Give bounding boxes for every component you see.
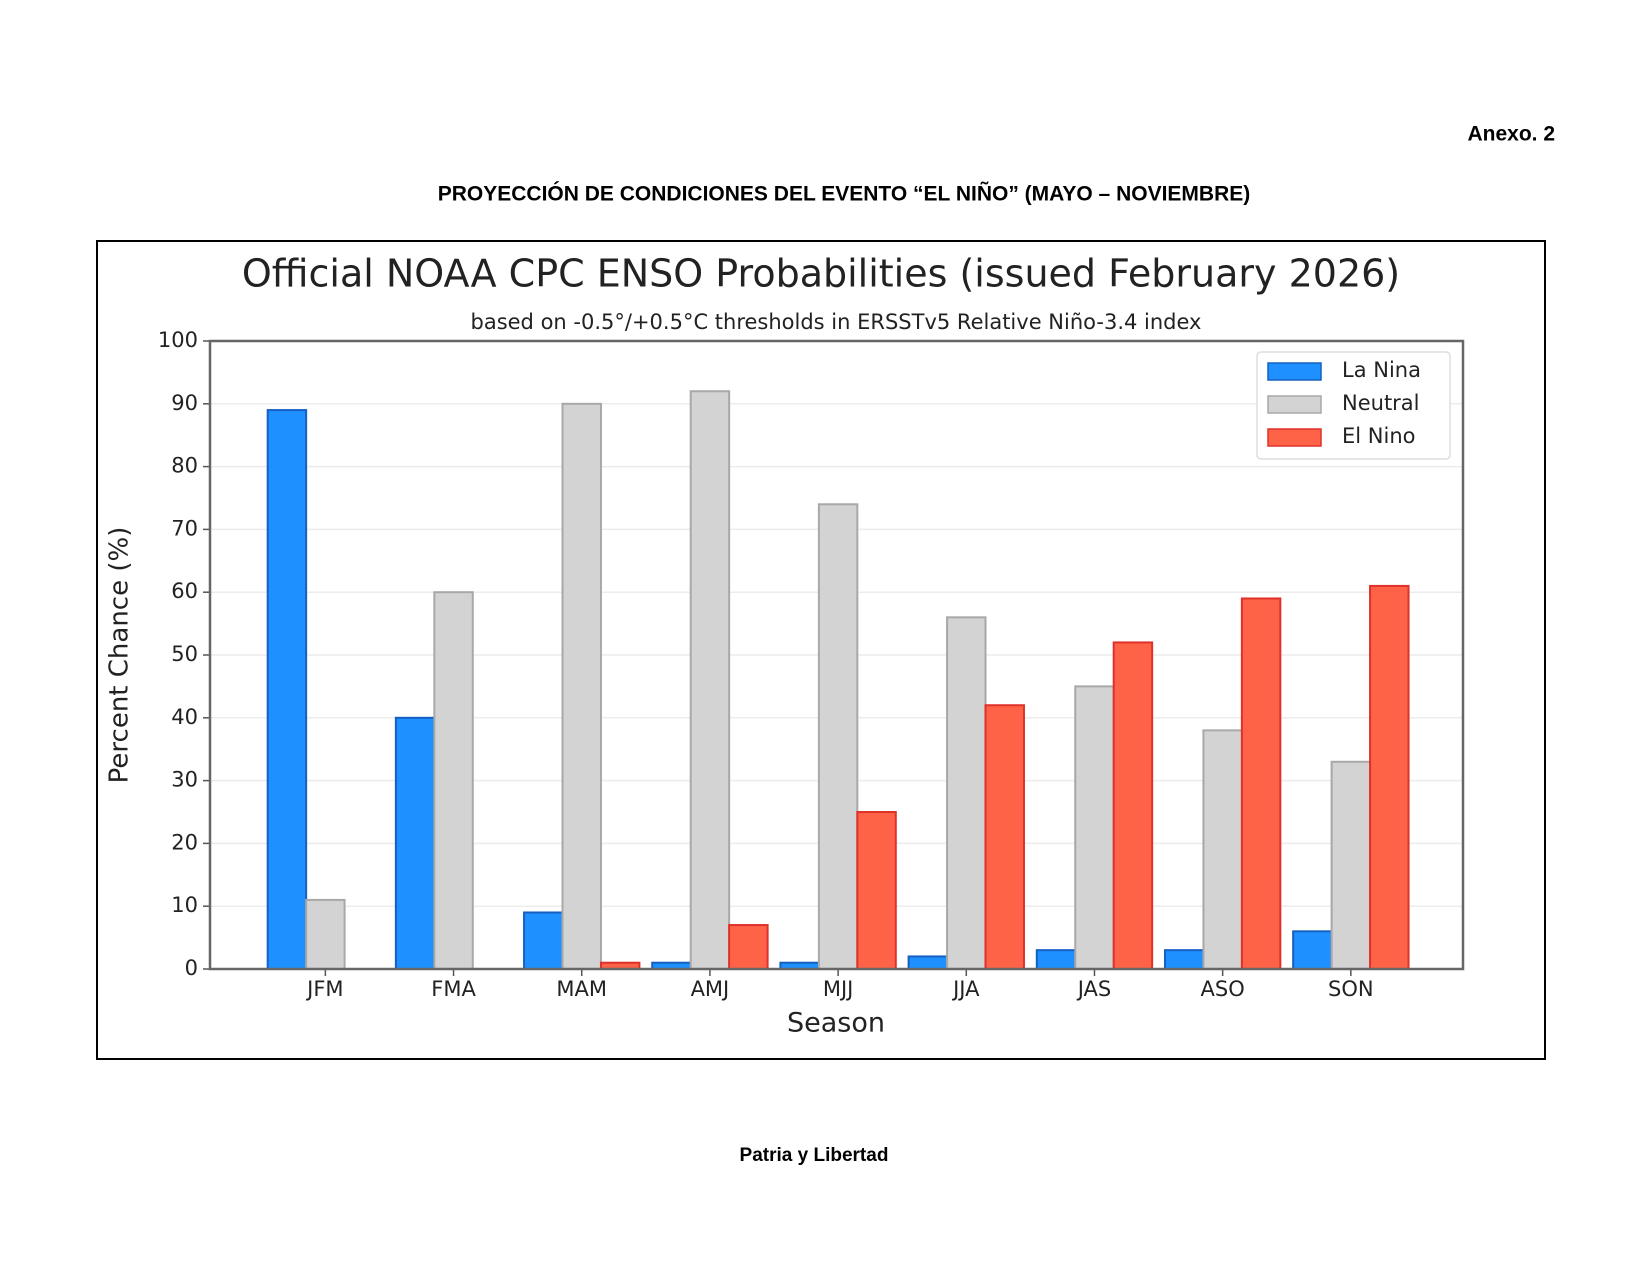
x-tick-label: SON [1328, 977, 1374, 1001]
y-axis-label: Percent Chance (%) [105, 527, 135, 784]
bar [1240, 597, 1282, 970]
annex-label: Anexo. 2 [1467, 123, 1555, 146]
bar [817, 503, 859, 970]
footer-text: Patria y Libertad [740, 1145, 889, 1166]
y-tick-label: 20 [171, 830, 198, 854]
bar [561, 402, 602, 970]
bar [266, 409, 308, 970]
bar [1163, 949, 1205, 970]
legend-label: El Nino [1342, 424, 1415, 448]
bar [433, 591, 474, 970]
plot-border [208, 339, 1465, 971]
bar [1369, 584, 1410, 970]
bar [1202, 729, 1243, 970]
chart-subtitle: based on -0.5°/+0.5°C thresholds in ERSS… [471, 310, 1202, 334]
bar [856, 811, 897, 970]
y-tick-label: 60 [171, 579, 198, 603]
legend-swatch [1267, 362, 1322, 381]
bar [689, 390, 731, 970]
legend-swatch [1267, 428, 1322, 447]
bar [1292, 930, 1333, 971]
y-tick-label: 40 [171, 705, 198, 729]
y-tick-label: 100 [158, 328, 198, 352]
document-heading: PROYECCIÓN DE CONDICIONES DEL EVENTO “EL… [438, 182, 1251, 206]
plot-area: 0 10 20 30 40 50 60 70 80 90 100 JFM FMA MAM AMJ MJJ JJA… [158, 328, 1465, 1001]
bar [1112, 641, 1154, 970]
x-axis-label: Season [787, 1008, 885, 1039]
y-tick-label: 50 [171, 642, 198, 666]
y-tick-label: 0 [185, 956, 198, 980]
y-tick-label: 10 [171, 893, 198, 917]
x-tick-label: JJA [951, 977, 980, 1001]
legend-swatch [1267, 395, 1322, 414]
bar [1330, 760, 1372, 971]
x-tick-label: AMJ [691, 977, 730, 1001]
x-tick-label: JFM [305, 977, 343, 1001]
x-tick-label: JAS [1076, 977, 1112, 1001]
bar [984, 704, 1025, 970]
legend-label: Neutral [1342, 391, 1420, 415]
bar [728, 924, 769, 970]
bar [907, 955, 949, 971]
bar [394, 716, 436, 970]
y-tick-label: 30 [171, 768, 198, 792]
bar [1074, 685, 1115, 971]
bar [523, 911, 564, 970]
chart-title: Official NOAA CPC ENSO Probabilities (is… [242, 252, 1400, 296]
y-tick-label: 70 [171, 516, 198, 540]
legend-label: La Nina [1342, 358, 1421, 382]
y-tick-label: 80 [171, 454, 198, 478]
bar [946, 616, 987, 970]
x-tick-label: FMA [431, 977, 476, 1001]
x-tick-label: MJJ [823, 977, 854, 1001]
legend: La Nina Neutral El Nino [1256, 351, 1451, 460]
x-tick-label: MAM [556, 977, 607, 1001]
bar [305, 898, 346, 970]
x-tick-label: ASO [1201, 977, 1245, 1001]
bar [1035, 949, 1077, 970]
y-tick-label: 90 [171, 391, 198, 415]
